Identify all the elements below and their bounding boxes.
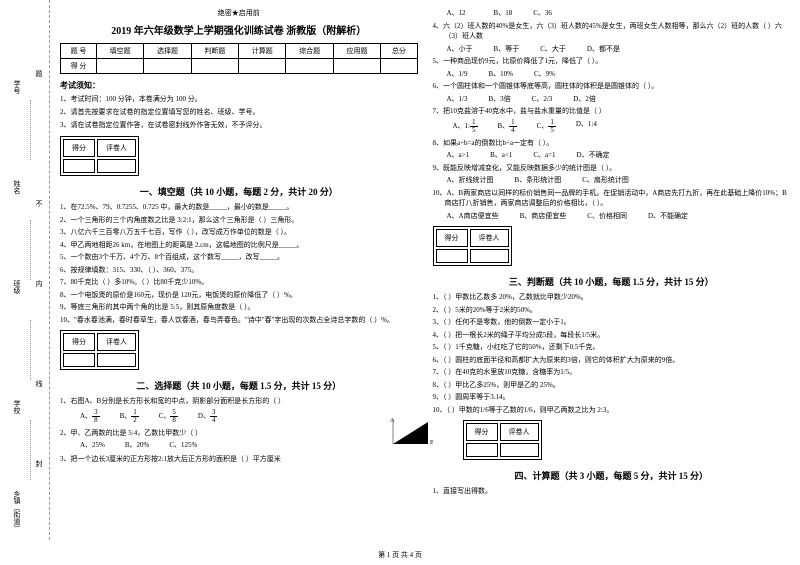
q: 8、如果a÷b=a的倒数比b÷a一定有（ ）。	[433, 138, 791, 149]
margin-hint: 不	[34, 200, 44, 207]
q: 1、右图A、B分别是长方形长和宽的中点，阴影部分面积是长方形的（ ）	[60, 396, 418, 407]
q: A、1/3 B、3倍 C、2/3 D、2倍	[433, 94, 791, 105]
q: 3、把一个边长3厘米的正方形按2:1放大后正方形的面积是（ ）平方厘米	[60, 454, 418, 465]
q: 10、A、B两家商店以同样的标价销售同一品牌的手机。在促销活动中，A商店先打九折…	[433, 188, 791, 209]
q: 9、（ ）圆周率等于3.14。	[433, 392, 791, 403]
notice-item: 2、请首先按要求在试卷的指定位置填写您的姓名、班级、学号。	[60, 108, 418, 118]
q: 8、一个电饭煲的原价是160元，现价是 120元，电饭煲的原价降低了（ ）%。	[60, 290, 418, 301]
q: 10、"春水春池满，春时春草生，春人饮春酒，春鸟弄春色。"诗中"春"字出现的次数…	[60, 315, 418, 326]
q: 8、（ ）甲比乙多25%，则甲是乙的 25%。	[433, 380, 791, 391]
q: 7、80千克比（ ）多10%。（ ）比80千克少10%。	[60, 277, 418, 288]
q: 5、一个数由3个千万、4个万、8个百组成，这个数写_____，改写_____。	[60, 252, 418, 263]
right-column: A、12 B、18 C、36 4、六（2）班人数的40%是女生，六（3）班人数的…	[433, 8, 791, 532]
section4-title: 四、计算题（共 3 小题，每题 5 分，共计 15 分）	[433, 469, 791, 482]
exam-title: 2019 年六年级数学上学期强化训练试卷 浙教版（附解析）	[60, 22, 418, 37]
q: 6、（ ）圆柱的底面半径和高都扩大为原来的3倍，则它的体积扩大为原来的9倍。	[433, 355, 791, 366]
score-table: 题 号填空题选择题判断题计算题综合题应用题总分 得 分	[60, 43, 418, 74]
q: 9、既能反映增减变化，又能反映数据多少的统计图是（ ）。	[433, 163, 791, 174]
q: A、1/9 B、10% C、9%	[433, 69, 791, 80]
svg-text:A: A	[390, 418, 395, 424]
q: 3、八亿六千三百零八万五千七百，写作（ ），改写成万作单位的数是（ ）。	[60, 227, 418, 238]
q: 5、（ ）1千克糖，小红吃了它的50%，还剩下0.5千克。	[433, 342, 791, 353]
notice-title: 考试须知：	[60, 80, 418, 91]
margin-label: 乡镇（街道）	[12, 490, 22, 532]
confidential-mark: 绝密★启用前	[60, 8, 418, 18]
left-column: 绝密★启用前 2019 年六年级数学上学期强化训练试卷 浙教版（附解析） 题 号…	[60, 8, 418, 532]
scorer-box: 得分评卷人	[60, 136, 139, 176]
options: A、1:15 B、14 C、15 D、1:4	[453, 119, 791, 134]
q: 2、甲、乙两数的比是 5:4，乙数比甲数少（ ）	[60, 428, 418, 439]
margin-label: 班级	[12, 280, 22, 294]
scorer-box: 得分评卷人	[60, 330, 139, 370]
section2-title: 二、选择题（共 10 小题，每题 1.5 分，共计 15 分）	[60, 379, 418, 392]
q: 2、一个三角形的三个内角度数之比是 3:2:1，那么这个三角形是（ ）三角形。	[60, 215, 418, 226]
q: 7、把10克盐溶于40克水中，盐与盐水重量的比值是（ ）	[433, 106, 791, 117]
triangle-figure: A B	[388, 414, 433, 449]
q: A、a>1 B、a<1 C、a=1 D、不确定	[433, 150, 791, 161]
notice-item: 3、请在试卷指定位置作答，在试卷密封线外作答无效，不予评分。	[60, 121, 418, 131]
q: 5、一种商品现价9元，比原价降低了1元，降低了（ ）。	[433, 56, 791, 67]
q: 10、（ ）甲数的1/6等于乙数的1/6，则甲乙两数之比为 2:3。	[433, 405, 791, 416]
margin-hint: 题	[34, 70, 44, 77]
q: 2、（ ）5米的20%等于2米的50%。	[433, 305, 791, 316]
margin-hint: 线	[34, 380, 44, 387]
q: 6、按规律填数：315、330、（ ）、360、375。	[60, 265, 418, 276]
q: A、12 B、18 C、36	[433, 8, 791, 19]
q: 9、等底三角形的其中两个角的比是 5:5，则其原角度数是（ ）。	[60, 302, 418, 313]
q: 1、（ ）甲数比乙数多 20%，乙数就比甲数少20%。	[433, 292, 791, 303]
notice-item: 1、考试时间：100 分钟，本卷满分为 100 分。	[60, 95, 418, 105]
q: 4、（ ）把一根长2米的绳子平均分成5段，每段长1/5米。	[433, 330, 791, 341]
q: 1、在72.5%、79、0.7255、0.725 中，最大的数是_____，最小…	[60, 202, 418, 213]
section1-title: 一、填空题（共 10 小题，每题 2 分，共计 20 分）	[60, 185, 418, 198]
margin-hint: 内	[34, 280, 44, 287]
scorer-box: 得分评卷人	[433, 226, 512, 266]
options: A、25% B、20% C、125%	[80, 440, 418, 450]
q: A、A商店便宜些 B、商店便宜些 C、价格相同 D、不能确定	[433, 211, 791, 222]
options: A、38 B、12 C、58 D、34	[80, 409, 418, 424]
q: A、小于 B、等于 C、大于 D、都不是	[433, 44, 791, 55]
q: 1、直接写出得数。	[433, 486, 791, 497]
q: 6、一个圆柱体和一个圆锥体等底等高，圆柱体的体积是是圆锥体的（ ）。	[433, 81, 791, 92]
margin-label: 学校	[12, 400, 22, 414]
q: A、折线统计图 B、条形统计图 C、扇形统计图	[433, 175, 791, 186]
scorer-box: 得分评卷人	[463, 420, 542, 460]
q: 3、（ ）任何不是零数，他的倒数一定小于1。	[433, 317, 791, 328]
q: 4、甲乙两地相距26 km，在地图上的距离是 2.cm，这幅地图的比例尺是___…	[60, 240, 418, 251]
q: 7、（ ）在40克的水里放10克糖，含糖率为1/5。	[433, 367, 791, 378]
page-footer: 第 1 页 共 4 页	[0, 550, 800, 560]
margin-label: 姓名	[12, 180, 22, 194]
q: 4、六（2）班人数的40%是女生，六（3）班人数的45%是女生，两班女生人数相等…	[433, 21, 791, 42]
margin-label: 学号	[12, 80, 22, 94]
section3-title: 三、判断题（共 10 小题，每题 1.5 分，共计 15 分）	[433, 275, 791, 288]
svg-text:B: B	[430, 440, 433, 446]
margin-hint: 封	[34, 460, 44, 467]
